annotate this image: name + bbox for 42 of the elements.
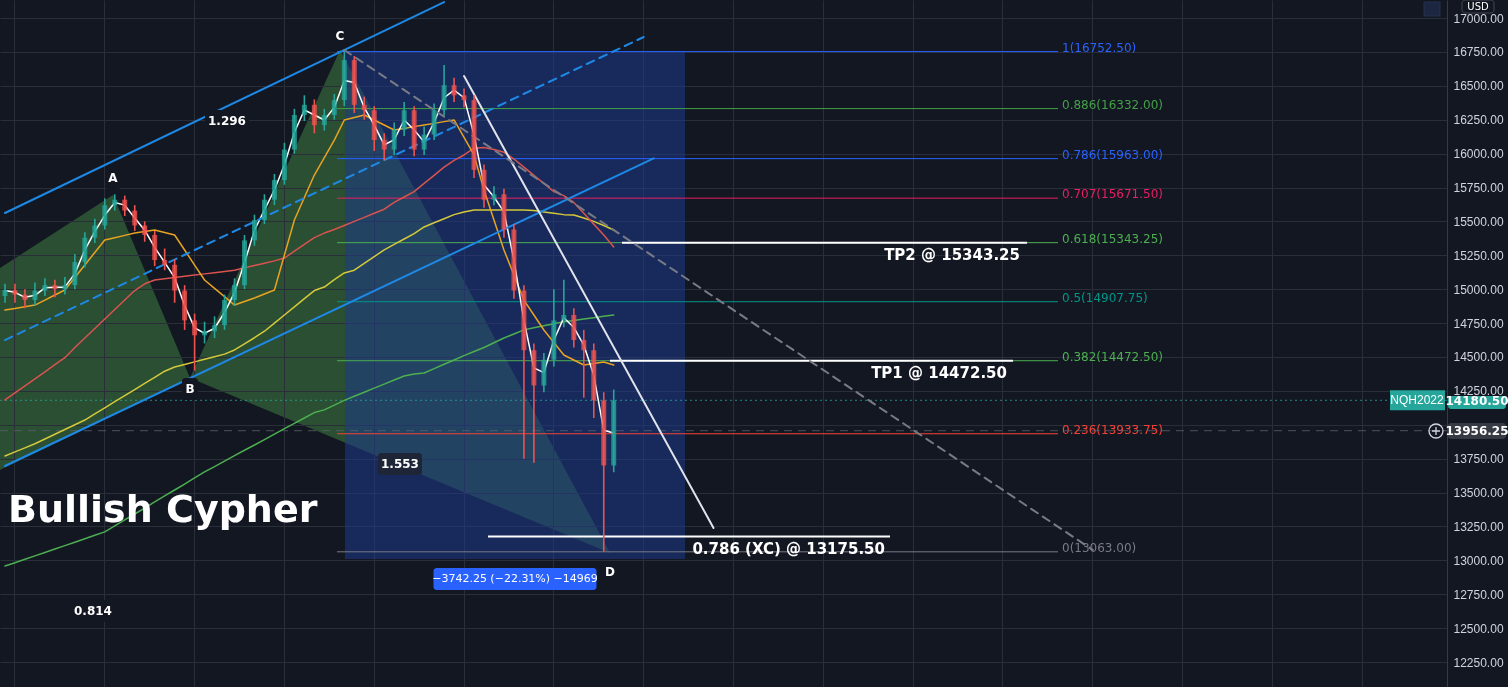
annotation: −3742.25 (−22.31%) −14969 xyxy=(432,572,598,585)
text: Bullish Cypher xyxy=(8,487,318,531)
y-tick-label: 16750.00 xyxy=(1453,45,1504,60)
ref-line-label: 0.786 (XC) @ 13175.50 xyxy=(692,539,885,558)
ref-line-label: 0.786(15963.00) xyxy=(1062,147,1163,162)
y-tick-label: 15750.00 xyxy=(1453,181,1504,196)
annotation: D xyxy=(605,565,616,579)
y-tick-label: 16500.00 xyxy=(1453,79,1504,94)
y-tick-label: 12750.00 xyxy=(1453,587,1504,602)
ref-line-label: 0.618(15343.25) xyxy=(1062,231,1163,246)
y-tick-label: 15500.00 xyxy=(1453,214,1504,229)
y-tick-label: 15000.00 xyxy=(1453,282,1504,297)
annotation: B xyxy=(185,382,195,396)
y-tick-label: 16250.00 xyxy=(1453,113,1504,128)
text: USD xyxy=(1467,1,1489,12)
annotation: 1.553 xyxy=(381,457,419,471)
ref-line-label: 0.886(16332.00) xyxy=(1062,97,1163,112)
y-tick-label: 17000.00 xyxy=(1453,11,1504,26)
annotation: C xyxy=(335,29,345,43)
ref-line-label: 0.707(15671.50) xyxy=(1062,187,1163,202)
annotation: 13956.25 xyxy=(1445,424,1508,438)
y-tick-label: 13000.00 xyxy=(1453,553,1504,568)
ref-line-label: TP2 @ 15343.25 xyxy=(884,245,1020,264)
ref-line-label: 0(13063.00) xyxy=(1062,540,1137,555)
y-tick-label: 12250.00 xyxy=(1453,655,1504,670)
ref-line-label: 0.382(14472.50) xyxy=(1062,349,1163,364)
annotation: 0.814 xyxy=(74,604,112,618)
y-tick-label: 13500.00 xyxy=(1453,486,1504,501)
y-tick-label: 15250.00 xyxy=(1453,248,1504,263)
ref-line-label: TP1 @ 14472.50 xyxy=(871,363,1007,382)
y-tick-label: 14500.00 xyxy=(1453,350,1504,365)
y-tick-label: 12500.00 xyxy=(1453,621,1504,636)
annotation: A xyxy=(108,171,119,185)
ref-line-label: 0.236(13933.75) xyxy=(1062,422,1163,437)
annotation: 1.296 xyxy=(208,114,246,128)
ref-line-label: 0.5(14907.75) xyxy=(1062,290,1148,305)
y-tick-label: 14750.00 xyxy=(1453,316,1504,331)
ref-line-label: 1(16752.50) xyxy=(1062,40,1137,55)
ref-line-label: NQH2022 xyxy=(1390,393,1444,408)
y-tick-label: 16000.00 xyxy=(1453,147,1504,162)
y-tick-label: 13750.00 xyxy=(1453,452,1504,467)
y-tick-label: 13250.00 xyxy=(1453,519,1504,534)
